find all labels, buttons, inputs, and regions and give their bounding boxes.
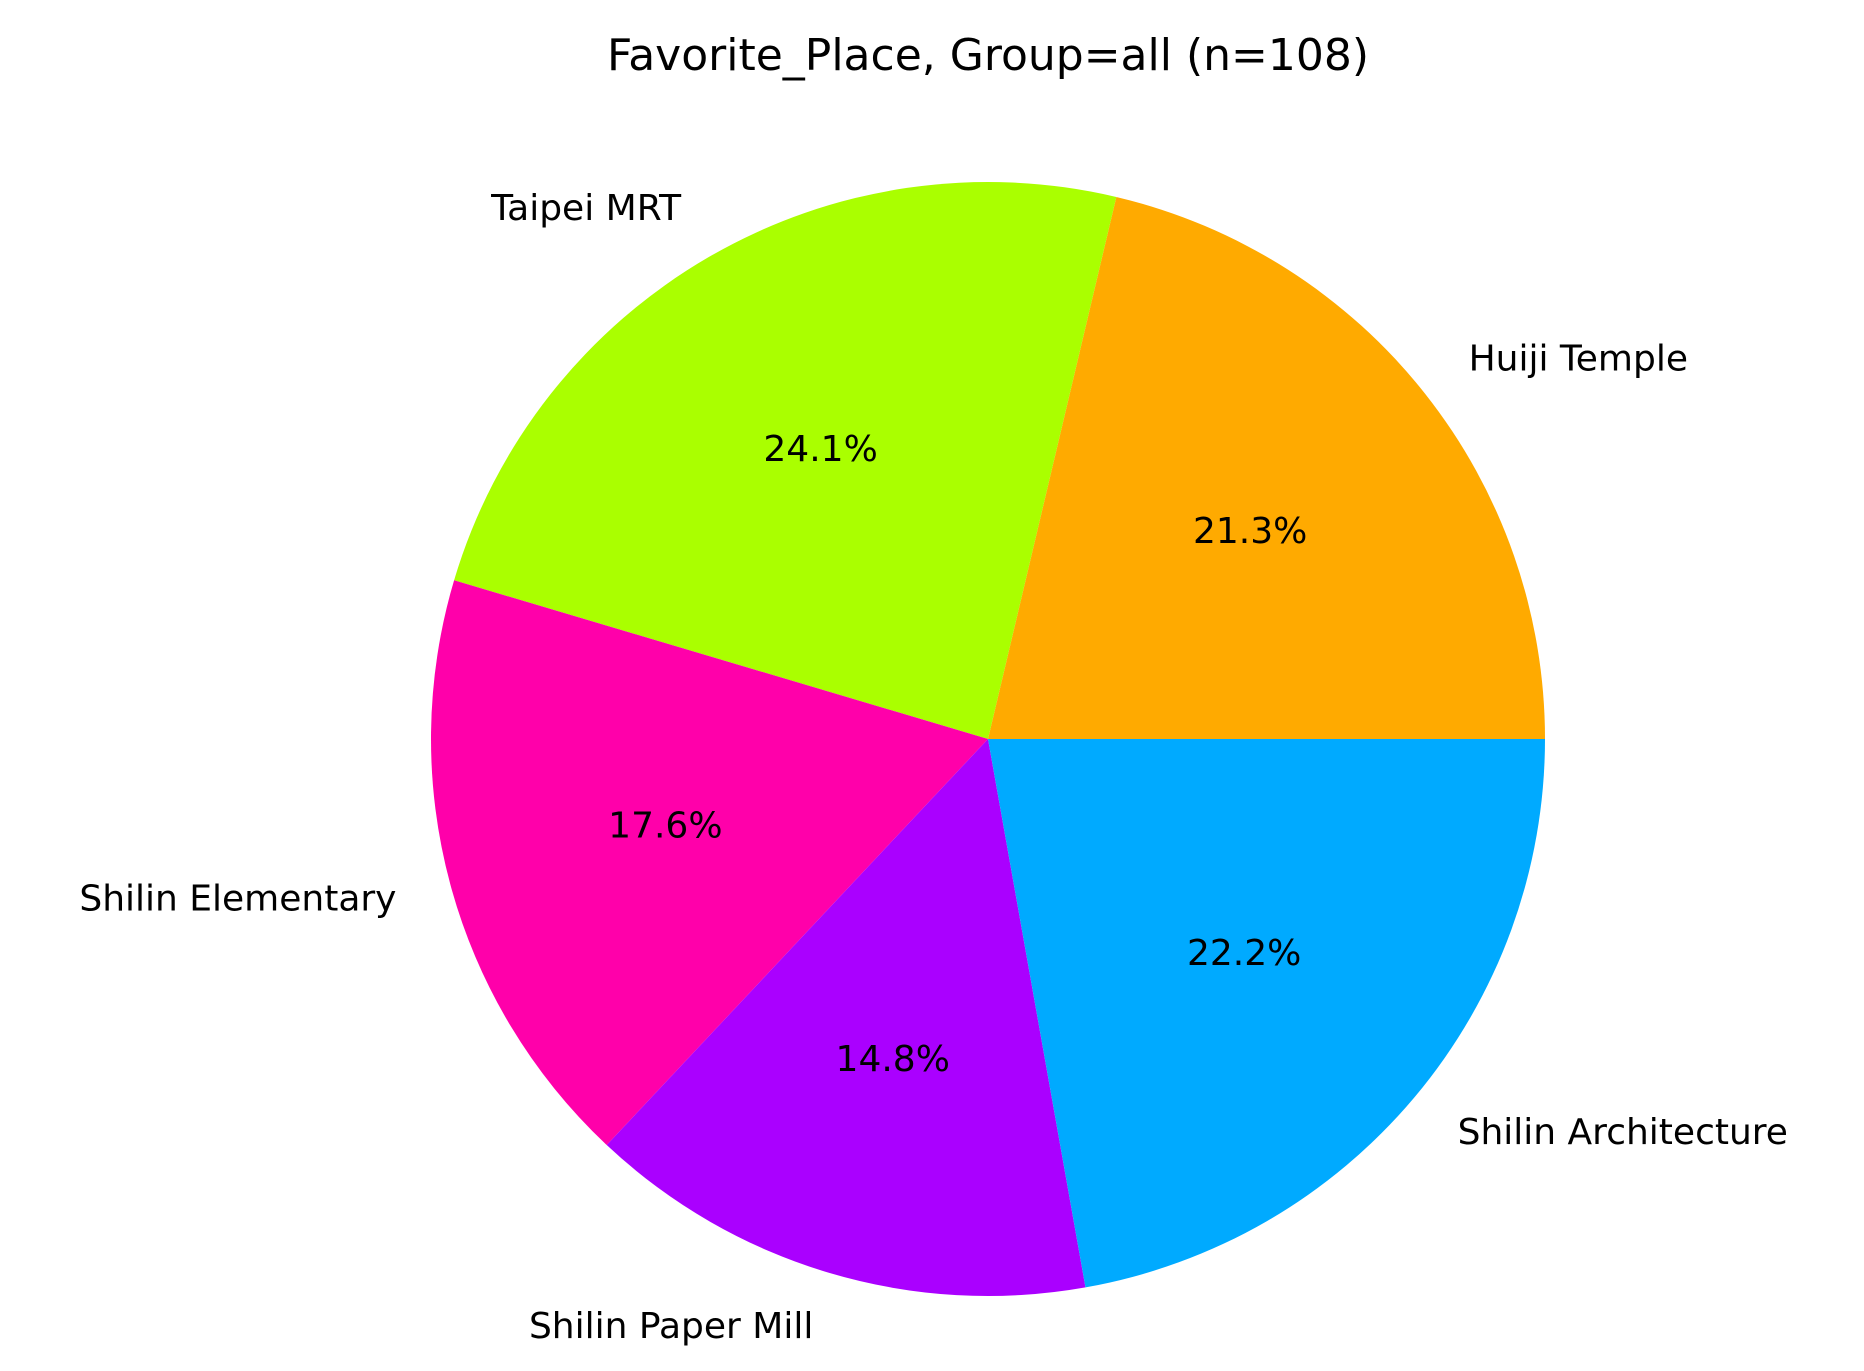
slice-label: Taipei MRT	[490, 188, 682, 229]
pie-slice-taipei-mrt	[454, 182, 1117, 740]
chart-title: Favorite_Place, Group=all (n=108)	[607, 30, 1369, 81]
slice-percent-label: 14.8%	[836, 1039, 950, 1080]
pie-slice-shilin-elementary	[431, 580, 989, 1146]
slice-label: Huiji Temple	[1469, 338, 1688, 379]
slice-label: Shilin Elementary	[79, 878, 396, 919]
pie-slice-huiji-temple	[988, 196, 1545, 739]
slice-percent-label: 22.2%	[1187, 933, 1301, 974]
labels-layer: Huiji Temple 21.3% Taipei MRT 24.1% Shilin E…	[79, 188, 1788, 1347]
slice-label: Shilin Paper Mill	[529, 1306, 813, 1347]
slice-percent-label: 21.3%	[1193, 511, 1307, 552]
slices-layer	[431, 182, 1545, 1296]
slice-percent-label: 24.1%	[763, 429, 877, 470]
slice-label: Shilin Architecture	[1458, 1112, 1788, 1153]
slice-percent-label: 17.6%	[608, 806, 722, 847]
pie-slice-shilin-architecture	[988, 739, 1545, 1288]
pie-slice-shilin-paper-mill	[606, 739, 1086, 1296]
